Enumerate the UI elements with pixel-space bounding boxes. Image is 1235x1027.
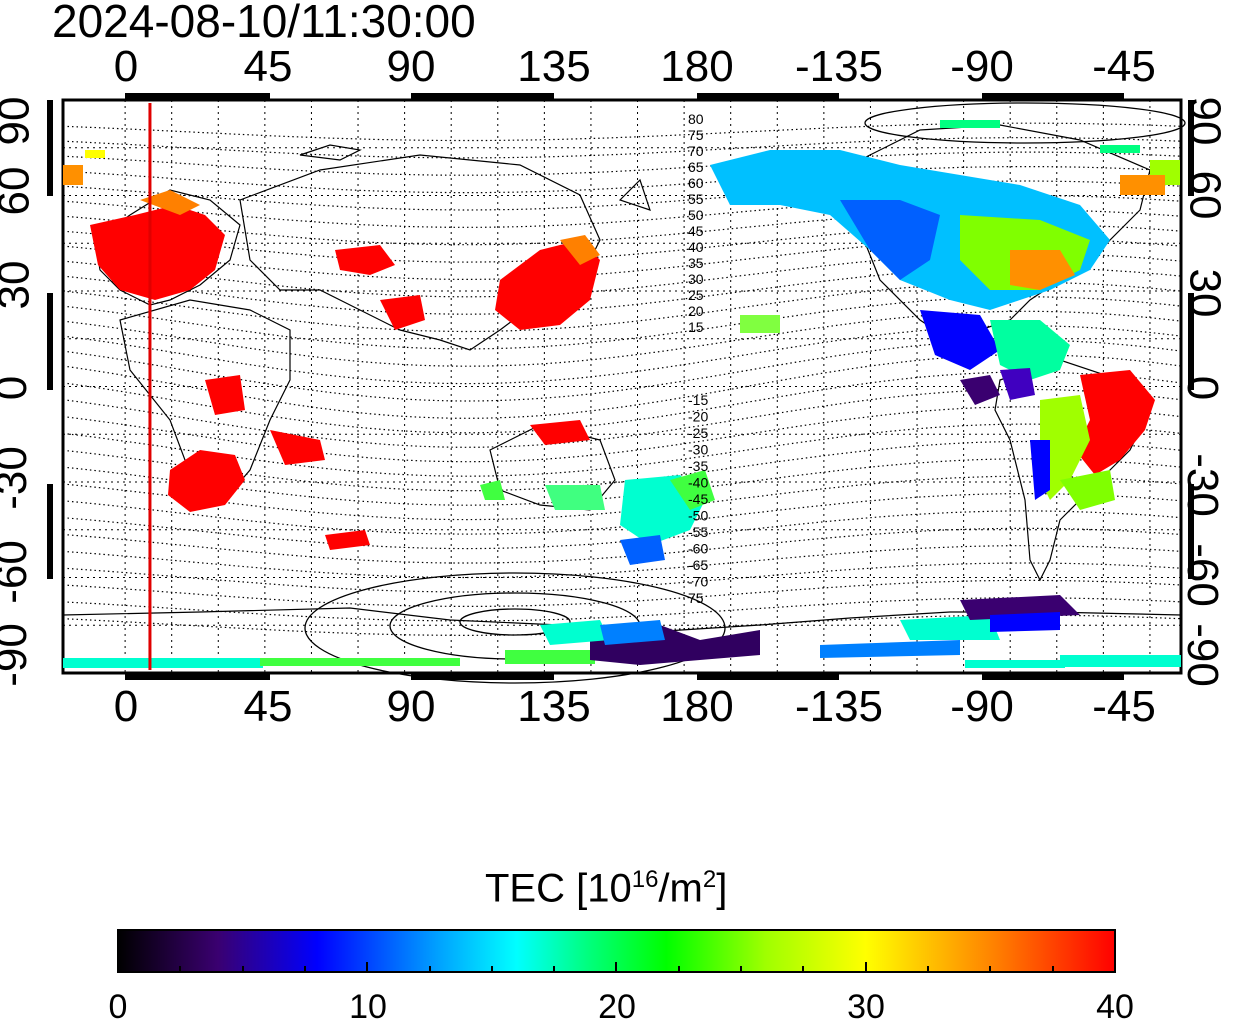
colorbar-tick-30: 30 [847, 988, 885, 1026]
contour-label-south-3: -30 [688, 442, 708, 458]
geomag-contour [62, 339, 1182, 402]
contour-label-north-4: 60 [688, 175, 704, 191]
tec-patches [63, 120, 1181, 668]
colorbar-title-end: ] [716, 866, 728, 911]
frame-tick-bars [47, 93, 1194, 680]
geomag-contour [62, 440, 1182, 492]
contour-label-south-11: -70 [688, 574, 708, 590]
colorbar-ticks [117, 962, 1054, 972]
contour-label-south-10: -65 [688, 557, 708, 573]
colorbar-title-main: TEC [10 [485, 866, 632, 911]
contour-label-north-1: 75 [688, 127, 704, 143]
geomag-contour [62, 423, 1182, 477]
contour-label-north-11: 25 [688, 287, 704, 303]
bottom-lon-tick-0: 0 [113, 682, 139, 731]
colorbar-tick-0: 0 [108, 988, 128, 1026]
contour-label-north-8: 40 [688, 239, 704, 255]
contour-label-north-9: 35 [688, 255, 704, 271]
contour-label-north-12: 20 [688, 303, 704, 319]
bottom-lon-tick-m135: -135 [794, 682, 884, 731]
geomag-contour [62, 136, 1182, 159]
contour-label-south-5: -40 [688, 475, 708, 491]
top-lon-tick-90: 90 [386, 42, 436, 91]
contour-label-south-12: 75 [688, 590, 704, 606]
contour-label-south-4: -35 [688, 458, 708, 474]
colorbar-title-exp1: 16 [631, 866, 659, 893]
bottom-lon-tick-180: 180 [660, 682, 734, 731]
geomag-contour [62, 388, 1182, 448]
geomag-contour [62, 458, 1182, 506]
contour-label-south-8: -55 [688, 524, 708, 540]
colorbar-tick-40: 40 [1096, 988, 1134, 1026]
contour-label-south-1: -20 [688, 409, 708, 425]
top-lon-tick-m90: -90 [950, 42, 1014, 91]
bottom-lon-tick-m90: -90 [950, 682, 1014, 731]
contour-label-north-5: 55 [688, 191, 704, 207]
geomag-contour [62, 371, 1182, 434]
contour-label-north-3: 65 [688, 159, 704, 175]
contour-label-north-7: 45 [688, 223, 704, 239]
contour-label-south-6: -45 [688, 491, 708, 507]
top-lon-tick-m135: -135 [794, 42, 884, 91]
top-lon-tick-135: 135 [517, 42, 591, 91]
colorbar-tick-20: 20 [598, 988, 636, 1026]
contour-label-north-10: 30 [688, 271, 704, 287]
geomag-contour [62, 597, 1182, 622]
colorbar [117, 929, 1116, 973]
contour-label-north-2: 70 [688, 143, 704, 159]
top-lon-tick-m45: -45 [1092, 42, 1156, 91]
colorbar-title: TEC [1016/m2] [485, 866, 727, 911]
bottom-lon-tick-90: 90 [386, 682, 436, 731]
colorbar-tick-10: 10 [349, 988, 387, 1026]
contour-label-south-0: -15 [688, 392, 708, 408]
contour-label-north-13: 15 [688, 319, 704, 335]
top-lon-tick-180: 180 [660, 42, 734, 91]
bottom-lon-tick-45: 45 [243, 682, 293, 731]
bottom-lon-tick-135: 135 [517, 682, 591, 731]
map-timestamp: 2024-08-10/11:30:00 [52, 0, 476, 47]
contour-label-south-7: -50 [688, 508, 708, 524]
contour-label-north-0: 80 [688, 111, 704, 127]
top-lon-tick-45: 45 [243, 42, 293, 91]
contour-label-south-2: -25 [688, 425, 708, 441]
colorbar-title-mid: /m [658, 866, 703, 911]
contour-labels: 8075706560555045403530252015-15-20-25-30… [688, 111, 708, 606]
colorbar-title-exp2: 2 [702, 866, 717, 893]
geomag-contour [62, 354, 1182, 419]
contour-label-south-9: -60 [688, 541, 708, 557]
contour-label-north-6: 50 [688, 207, 704, 223]
tec-map: 8075706560555045403530252015-15-20-25-30… [47, 93, 1194, 684]
geomag-contour [62, 325, 1182, 385]
geomag-contour [62, 151, 1182, 176]
bottom-lon-tick-m45: -45 [1092, 682, 1156, 731]
top-lon-tick-0: 0 [113, 42, 139, 91]
